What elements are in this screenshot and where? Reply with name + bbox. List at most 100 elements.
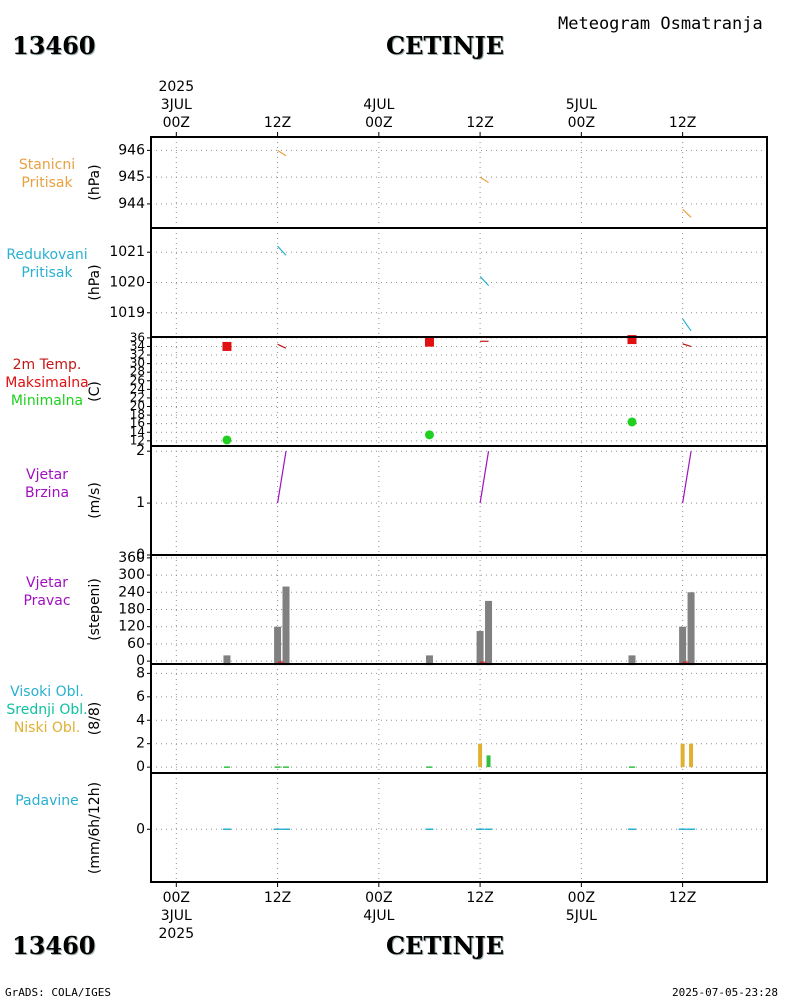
station-name-bottom: CETINJE [386, 931, 505, 960]
panel-frame [150, 136, 768, 229]
temp-2m-line [682, 343, 692, 348]
timestamp-text: 2025-07-05-23:28 [672, 986, 778, 999]
panel-label-temperature: Minimalna [11, 393, 83, 409]
panel-label-temperature: Maksimalna [5, 375, 89, 391]
y-tick-label: 6 [136, 689, 145, 705]
y-tick-label: 8 [136, 665, 145, 681]
y-tick-label: 0 [136, 821, 145, 837]
wind-direction-bar [282, 586, 290, 666]
wind-speed-line [276, 451, 287, 504]
panel-label-precipitation: Padavine [15, 793, 79, 809]
wind-direction-bar [485, 600, 493, 666]
cloud-bar [689, 743, 694, 768]
cloud-bar [478, 743, 483, 768]
y-tick-label: 0 [136, 653, 145, 669]
time-hour-top: 12Z [669, 115, 696, 131]
y-tick-label: 20 [130, 399, 145, 413]
time-date-bottom: 3JUL [161, 908, 192, 924]
temp-2m-line [277, 343, 287, 349]
panel-label-reduced-pressure: Pritisak [21, 265, 73, 281]
time-hour-bottom: 12Z [669, 890, 696, 906]
panel-unit-wind-direction: (stepeni) [87, 578, 103, 641]
station-pressure-line [277, 149, 287, 157]
y-tick-label: 360 [118, 550, 145, 566]
time-hour-top: 00Z [568, 115, 595, 131]
wind-direction-bar [476, 631, 484, 666]
panel-label-wind-direction: Pravac [23, 593, 70, 609]
wind-direction-bar [274, 626, 282, 666]
y-tick-label: 300 [118, 567, 145, 583]
time-date-top: 3JUL [161, 97, 192, 113]
time-year-top: 2025 [158, 79, 194, 95]
temp-min-point [424, 430, 434, 440]
time-hour-bottom: 12Z [466, 890, 493, 906]
y-tick-label: 0 [136, 547, 145, 563]
time-hour-bottom: 00Z [365, 890, 392, 906]
panel-unit-reduced-pressure: (hPa) [87, 264, 103, 300]
y-tick-label: 945 [118, 169, 145, 185]
panel-label-station-pressure: Pritisak [21, 175, 73, 191]
wind-direction-bar [628, 655, 636, 666]
time-hour-top: 00Z [163, 115, 190, 131]
station-pressure-line [682, 208, 692, 218]
y-tick-label: 60 [127, 636, 145, 652]
station-id-bottom: 13460 [12, 931, 96, 960]
time-hour-top: 00Z [365, 115, 392, 131]
panel-label-reduced-pressure: Redukovani [6, 247, 87, 263]
panel-unit-station-pressure: (hPa) [87, 164, 103, 200]
y-tick-label: 1019 [109, 305, 145, 321]
wind-direction-bar [223, 655, 231, 666]
y-tick-label: 4 [136, 712, 145, 728]
y-tick-label: 16 [130, 416, 145, 430]
wind-direction-bar [425, 655, 433, 666]
y-tick-label: 12 [130, 433, 145, 447]
y-tick-label: 1 [136, 495, 145, 511]
y-tick-label: 2 [136, 443, 145, 459]
y-tick-label: 24 [130, 382, 145, 396]
y-tick-label: 1020 [109, 275, 145, 291]
time-hour-bottom: 00Z [163, 890, 190, 906]
y-tick-label: 18 [130, 408, 145, 422]
time-hour-top: 12Z [466, 115, 493, 131]
y-tick-label: 28 [130, 365, 145, 379]
y-tick-label: 2 [136, 736, 145, 752]
panel-label-clouds: Visoki Obl. [10, 684, 84, 700]
panel-label-wind-speed: Brzina [25, 485, 69, 501]
wind-speed-line [682, 451, 692, 504]
cloud-bar [486, 755, 491, 768]
panel-frame [150, 772, 768, 883]
panel-unit-precipitation: (mm/6h/12h) [87, 782, 103, 874]
time-hour-top: 12Z [264, 115, 291, 131]
panel-label-wind-speed: Vjetar [26, 467, 68, 483]
panel-frame [150, 663, 768, 774]
y-tick-label: 26 [130, 373, 145, 387]
reduced-pressure-line [682, 318, 692, 332]
y-tick-label: 946 [118, 142, 145, 158]
panel-label-station-pressure: Stanicni [19, 157, 75, 173]
panel-label-wind-direction: Vjetar [26, 575, 68, 591]
temp-min-point [222, 435, 232, 445]
time-hour-bottom: 12Z [264, 890, 291, 906]
temp-max-point [424, 337, 434, 347]
y-tick-label: 36 [130, 330, 145, 344]
panel-frame [150, 554, 768, 665]
time-date-bottom: 4JUL [363, 908, 394, 924]
y-tick-label: 30 [130, 356, 145, 370]
temp-max-point [222, 341, 232, 351]
wind-speed-line [479, 451, 490, 504]
y-tick-label: 240 [118, 584, 145, 600]
station-id-top: 13460 [12, 31, 96, 60]
y-tick-label: 1021 [109, 244, 145, 260]
y-tick-label: 0 [136, 759, 145, 775]
y-tick-label: 22 [130, 390, 145, 404]
station-name-top: CETINJE [386, 31, 505, 60]
y-tick-label: 14 [130, 425, 145, 439]
time-date-bottom: 5JUL [566, 908, 597, 924]
reduced-pressure-line [277, 245, 287, 256]
y-tick-label: 944 [118, 196, 145, 212]
panel-label-clouds: Niski Obl. [14, 720, 80, 736]
reduced-pressure-line [479, 276, 489, 286]
time-date-top: 5JUL [566, 97, 597, 113]
time-date-top: 4JUL [363, 97, 394, 113]
